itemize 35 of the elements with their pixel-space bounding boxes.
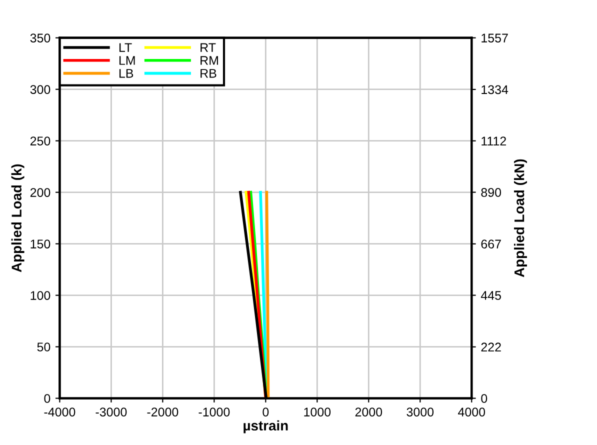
- x-tick-label: 1000: [304, 408, 331, 416]
- x-tick-label: 2000: [355, 408, 382, 416]
- y2-tick-label: 1334: [482, 85, 508, 94]
- x-tick-label: -1000: [198, 408, 230, 416]
- legend-label: RM: [200, 56, 218, 65]
- y2-tick-label: 1112: [482, 136, 506, 146]
- y2-tick-label: 890: [481, 188, 502, 197]
- y-tick-label: 200: [30, 188, 50, 197]
- y-tick-label: 150: [30, 240, 50, 248]
- x-tick-label: 0: [262, 408, 269, 416]
- y2-tick-label: 445: [480, 291, 501, 300]
- y-tick-label: 50: [37, 342, 50, 352]
- y-tick-label: 100: [30, 291, 50, 300]
- legend-label: LT: [119, 43, 132, 52]
- x-tick-label: 4000: [458, 408, 486, 416]
- y2-axis-title: Applied Load (kN): [514, 159, 527, 278]
- y-tick-label: 300: [30, 85, 50, 94]
- y-tick-label: 350: [30, 34, 50, 42]
- line-series: [265, 190, 270, 398]
- y2-tick-label: 222: [481, 342, 501, 352]
- y-tick-label: 250: [30, 136, 50, 146]
- legend-label: LB: [119, 69, 134, 78]
- legend-label: RB: [200, 69, 216, 78]
- legend-label: LM: [119, 56, 135, 65]
- x-tick-label: -3000: [96, 408, 127, 416]
- y2-tick-label: 0: [481, 394, 488, 403]
- y2-tick-label: 667: [481, 240, 501, 249]
- x-axis-title: µstrain: [244, 420, 288, 434]
- y-axis-title: Applied Load (k): [11, 164, 24, 272]
- legend-label: RT: [200, 43, 216, 52]
- x-tick-label: -4000: [44, 408, 76, 416]
- x-tick-label: 3000: [406, 408, 434, 416]
- y-tick-label: 0: [44, 394, 50, 403]
- y2-tick-label: 1557: [482, 34, 508, 42]
- x-tick-label: -2000: [147, 408, 178, 416]
